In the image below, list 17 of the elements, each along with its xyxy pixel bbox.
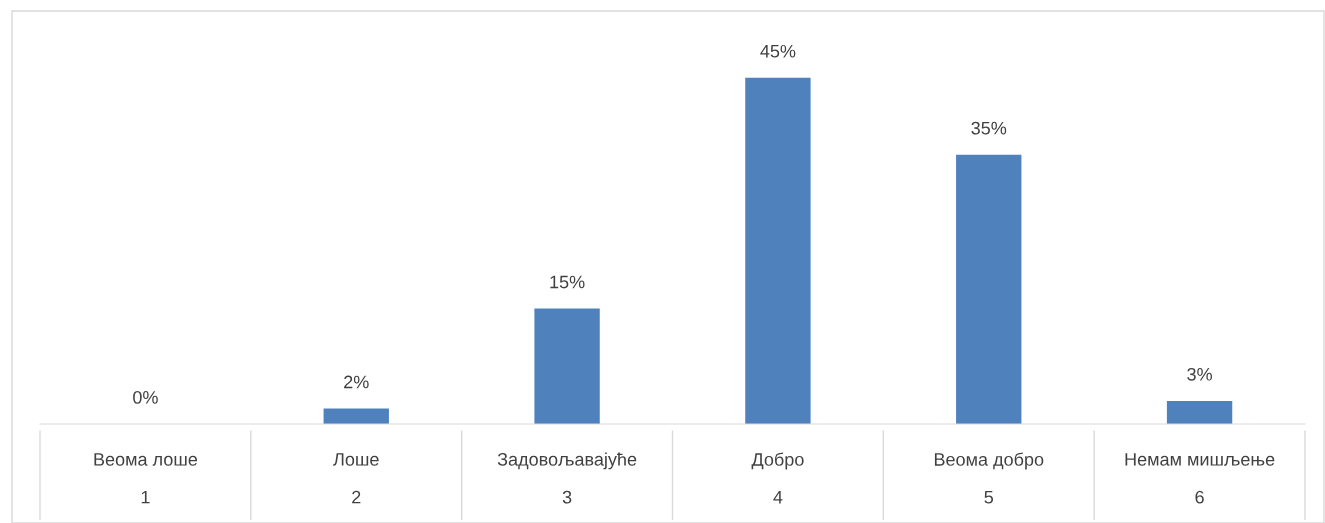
category-label: Веома лоше 1 [94, 453, 198, 504]
data-label: 3% [1187, 367, 1212, 381]
x-tick-label: Веома добро 5 [934, 452, 1044, 504]
bar [323, 408, 389, 424]
bar [956, 154, 1022, 424]
category-label: Немам мишљење 6 [1125, 453, 1275, 504]
bar [745, 77, 811, 424]
x-tick-label: Добро 4 [751, 452, 804, 504]
bar [534, 308, 600, 424]
category-label: Лоше 2 [333, 453, 379, 504]
x-tick-label: Задовољавајуће 3 [497, 452, 637, 504]
data-label: 0% [133, 390, 158, 404]
data-label: 45% [760, 44, 796, 58]
data-label: 15% [550, 275, 585, 289]
data-label: 2% [344, 375, 369, 389]
bar [1166, 400, 1233, 424]
data-label: 35% [971, 121, 1007, 135]
